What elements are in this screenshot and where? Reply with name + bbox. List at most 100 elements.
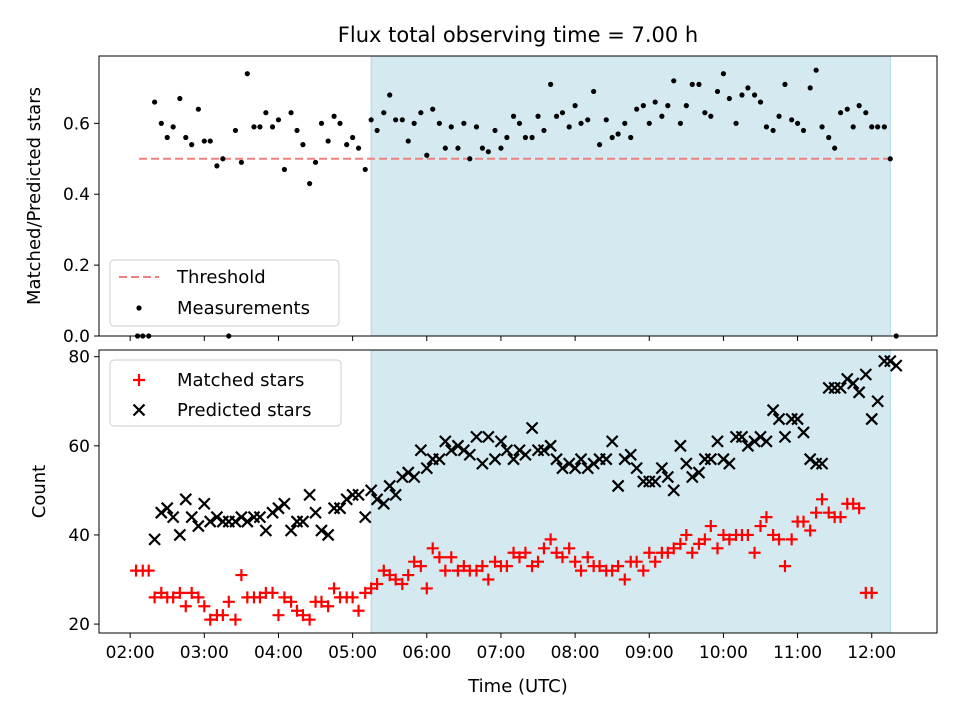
predicted-star-point xyxy=(420,461,434,475)
predicted-star-point xyxy=(463,448,477,462)
matched-star-point xyxy=(810,506,823,519)
measurement-point xyxy=(195,106,201,112)
x-tick-label: 08:00 xyxy=(551,643,600,663)
y-tick-label: 0.2 xyxy=(63,256,90,276)
measurement-point xyxy=(875,124,881,130)
matched-star-point xyxy=(148,591,161,604)
predicted-star-point xyxy=(574,452,588,466)
predicted-star-point xyxy=(439,435,452,448)
top-panel-legend[interactable]: Threshold Measurements xyxy=(109,259,340,327)
measurement-point xyxy=(399,117,405,123)
measurement-point xyxy=(832,145,838,151)
measurement-point xyxy=(720,71,727,77)
measurement-point xyxy=(813,67,819,73)
x-tick-label: 04:00 xyxy=(254,643,303,663)
measurement-point xyxy=(566,124,572,130)
measurement-point xyxy=(418,110,424,116)
predicted-star-point xyxy=(519,448,532,462)
measurement-point xyxy=(733,120,739,126)
bottom-panel-legend[interactable]: Matched stars Predicted stars xyxy=(109,359,342,427)
matched-star-point xyxy=(433,551,446,564)
measurement-point xyxy=(578,120,584,126)
measurement-point xyxy=(640,103,646,109)
matched-star-point xyxy=(439,564,452,577)
matched-star-point xyxy=(618,573,631,586)
observing-window-shade xyxy=(370,349,891,634)
measurement-point xyxy=(572,103,578,109)
matched-star-point xyxy=(593,560,606,573)
predicted-star-point xyxy=(303,488,316,502)
measurement-point xyxy=(362,166,368,173)
measurement-point xyxy=(312,159,319,165)
measurement-point xyxy=(220,156,226,162)
matched-star-point xyxy=(408,555,421,568)
measurement-point xyxy=(263,110,269,116)
measurement-point xyxy=(294,127,300,134)
measurement-point xyxy=(603,117,609,123)
measurement-point xyxy=(634,106,640,112)
top-panel-y-ticks: 0.0 0.2 0.4 0.6 xyxy=(63,114,99,347)
matched-star-point xyxy=(192,591,205,604)
measurement-point xyxy=(424,152,430,158)
measurement-point xyxy=(436,120,442,126)
predicted-star-point xyxy=(556,461,569,475)
measurement-point xyxy=(714,88,721,95)
predicted-star-point xyxy=(253,510,267,524)
measurement-point xyxy=(307,180,313,187)
matched-star-point xyxy=(674,537,687,550)
x-tick-label: 03:00 xyxy=(180,643,229,663)
matched-star-point xyxy=(303,613,316,626)
measurement-point xyxy=(177,95,183,102)
measurement-point xyxy=(535,113,541,119)
matched-star-point xyxy=(426,542,439,555)
predicted-star-point xyxy=(507,452,520,466)
matched-star-point xyxy=(723,533,736,546)
measurement-point xyxy=(387,92,393,98)
predicted-star-point xyxy=(160,501,174,515)
matched-star-point xyxy=(556,551,569,564)
matched-star-point xyxy=(204,613,217,626)
legend-threshold-label: Threshold xyxy=(176,267,266,288)
predicted-star-point xyxy=(203,515,217,528)
predicted-star-point xyxy=(834,381,847,395)
measurement-point xyxy=(689,81,695,87)
matched-star-point xyxy=(704,520,717,533)
predicted-star-point xyxy=(685,470,699,484)
measurement-point xyxy=(591,88,597,95)
predicted-star-point xyxy=(667,484,681,497)
measurement-points xyxy=(134,67,899,339)
measurement-point xyxy=(548,81,554,87)
legend-measurements-label: Measurements xyxy=(177,298,310,319)
predicted-star-point xyxy=(166,510,180,524)
matched-star-point xyxy=(804,524,817,537)
measurement-point xyxy=(214,163,220,169)
matched-star-point xyxy=(352,604,365,617)
x-tick-label: 12:00 xyxy=(847,643,896,663)
predicted-star-point xyxy=(680,457,693,470)
measurement-point xyxy=(269,124,276,130)
measurement-point xyxy=(331,113,337,119)
measurement-point xyxy=(405,138,411,144)
y-tick-label: 20 xyxy=(68,615,90,635)
measurement-point xyxy=(325,138,331,144)
predicted-star-point xyxy=(470,430,483,444)
matched-star-point xyxy=(315,595,328,608)
measurement-point xyxy=(844,106,850,112)
matched-star-point xyxy=(185,586,198,599)
matched-star-point xyxy=(420,582,433,595)
predicted-star-point xyxy=(766,403,780,417)
measurement-point xyxy=(498,145,504,151)
predicted-star-point xyxy=(185,510,198,524)
matched-star-point xyxy=(272,609,285,622)
measurement-point xyxy=(522,134,529,141)
measurement-point xyxy=(708,113,714,119)
bottom-panel-x-ticks: 02:00 03:00 04:00 05:00 06:00 07:00 08:00 09:00… xyxy=(106,633,896,663)
y-tick-label: 60 xyxy=(68,437,90,457)
predicted-star-point xyxy=(216,515,230,528)
matched-star-point xyxy=(785,533,798,546)
measurement-point xyxy=(745,85,751,91)
measurement-point xyxy=(776,113,782,119)
predicted-star-point xyxy=(284,524,298,537)
matched-star-point xyxy=(142,564,155,577)
